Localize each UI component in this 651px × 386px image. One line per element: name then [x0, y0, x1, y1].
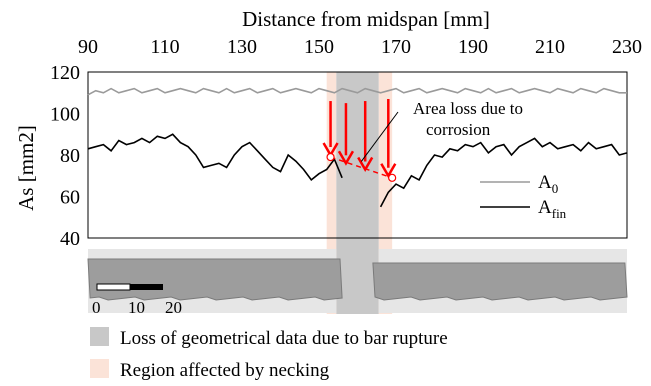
region-legend: Loss of geometrical data due to bar rupt… — [90, 327, 448, 381]
legend-label-necking: Region affected by necking — [120, 360, 330, 381]
series-line-afin-0 — [87, 133, 343, 182]
top-axis-ticks: 90 110 130 150 170 190 210 230 — [78, 36, 642, 58]
loss-arrow-head-2 — [357, 156, 374, 173]
legend-label-rupture: Loss of geometrical data due to bar rupt… — [120, 328, 448, 349]
annotation-text-line2: corrosion — [426, 120, 491, 139]
x-tick-label-4: 170 — [381, 36, 411, 58]
scale-bar: 0 10 20 — [92, 283, 182, 317]
legend-label-a0: A0 — [538, 172, 558, 196]
y-axis-title: As [mm2] — [14, 125, 38, 211]
y-tick-label-0: 120 — [50, 62, 80, 84]
loss-arrow-head-3 — [380, 163, 397, 179]
bar-left-piece — [87, 258, 343, 301]
x-tick-label-0: 90 — [78, 36, 98, 58]
area-loss-dashed-line — [330, 156, 393, 179]
x-tick-label-5: 190 — [458, 36, 488, 58]
legend-label-afin: Afin — [538, 197, 567, 221]
scale-bar-label-0: 0 — [92, 298, 101, 317]
annotation-leader-line — [360, 111, 399, 162]
scale-bar-black — [130, 284, 163, 290]
top-axis-title: Distance from midspan [mm] — [242, 7, 490, 31]
necking-point-0 — [326, 152, 335, 162]
annotation-text-line1: Area loss due to — [413, 99, 523, 118]
bar-scan-image: 0 10 20 — [87, 249, 628, 317]
necking-band-0 — [326, 72, 337, 314]
series-legend: A0 Afin — [480, 172, 567, 221]
series-lines — [87, 87, 628, 208]
x-tick-label-2: 130 — [227, 36, 257, 58]
y-tick-label-3: 60 — [60, 187, 80, 209]
plot-frame — [87, 71, 628, 239]
scale-bar-label-2: 20 — [165, 298, 182, 317]
series-line-a0 — [87, 87, 627, 96]
x-tick-label-1: 110 — [150, 36, 179, 58]
scale-bar-white — [96, 283, 131, 291]
series-line-afin-1 — [379, 137, 628, 208]
legend-swatch-rupture — [90, 327, 109, 346]
annotations: Area loss due to corrosion — [322, 98, 523, 182]
rupture-band — [336, 72, 379, 314]
y-tick-label-4: 40 — [60, 228, 80, 250]
y-axis-ticks: 120 100 80 60 40 — [50, 62, 80, 250]
y-tick-label-2: 80 — [60, 145, 80, 167]
scale-bar-label-1: 10 — [128, 298, 145, 317]
bar-right-piece — [372, 262, 628, 301]
necking-point-1 — [388, 173, 397, 182]
x-tick-label-3: 150 — [304, 36, 334, 58]
x-tick-label-7: 230 — [612, 36, 642, 58]
x-tick-label-6: 210 — [535, 36, 565, 58]
y-tick-label-1: 100 — [50, 104, 80, 126]
loss-arrow-head-1 — [337, 150, 355, 166]
legend-swatch-necking — [90, 359, 109, 378]
